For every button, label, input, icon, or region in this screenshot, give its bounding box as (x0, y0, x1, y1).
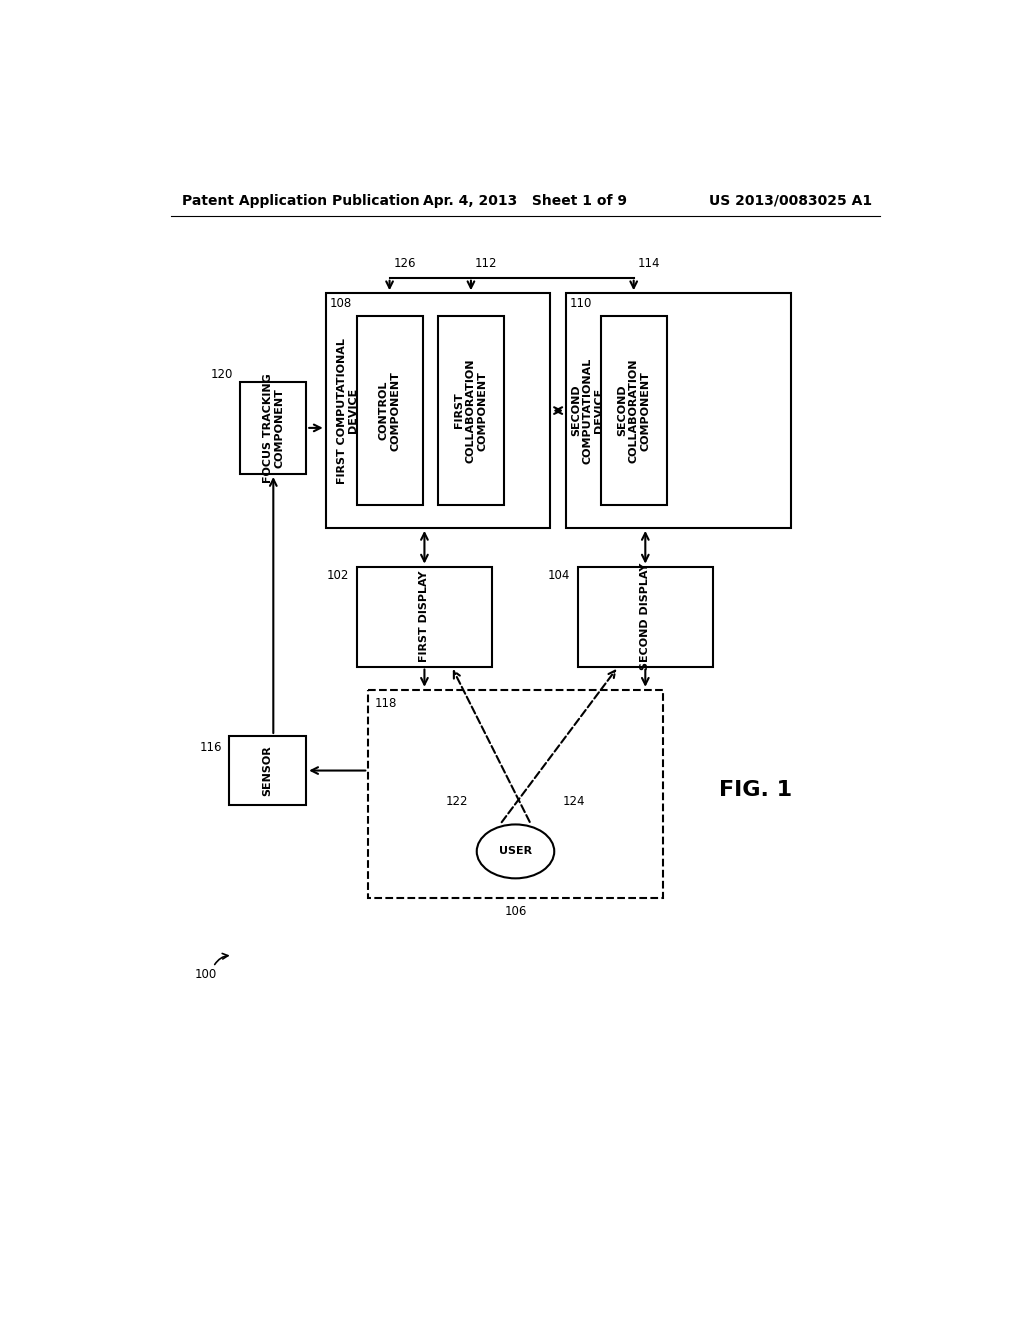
Text: 104: 104 (548, 569, 569, 582)
Text: SENSOR: SENSOR (262, 746, 272, 796)
Text: 110: 110 (569, 297, 592, 310)
Bar (369, 689, 663, 898)
Text: 120: 120 (210, 367, 232, 380)
Text: 118: 118 (375, 697, 397, 710)
Text: 102: 102 (327, 569, 349, 582)
Text: USER: USER (499, 846, 532, 857)
Text: FIRST
COLLABORATION
COMPONENT: FIRST COLLABORATION COMPONENT (455, 358, 487, 463)
Text: 108: 108 (330, 297, 352, 310)
Text: FIG. 1: FIG. 1 (719, 780, 793, 800)
Text: 126: 126 (393, 257, 416, 271)
Text: CONTROL
COMPONENT: CONTROL COMPONENT (379, 371, 400, 450)
Text: 122: 122 (446, 795, 469, 808)
Text: 124: 124 (562, 795, 585, 808)
Bar (228, 737, 306, 805)
Bar (578, 566, 713, 667)
Bar (326, 293, 550, 528)
Bar (356, 566, 493, 667)
Ellipse shape (477, 825, 554, 878)
Text: 112: 112 (475, 257, 498, 271)
Bar (356, 317, 423, 506)
Text: SECOND
COLLABORATION
COMPONENT: SECOND COLLABORATION COMPONENT (617, 358, 650, 463)
Text: 114: 114 (638, 257, 660, 271)
Text: Patent Application Publication: Patent Application Publication (182, 194, 420, 207)
Text: 100: 100 (195, 968, 217, 981)
Text: US 2013/0083025 A1: US 2013/0083025 A1 (709, 194, 872, 207)
Text: Apr. 4, 2013   Sheet 1 of 9: Apr. 4, 2013 Sheet 1 of 9 (423, 194, 627, 207)
Bar (566, 293, 791, 528)
Text: 106: 106 (504, 906, 526, 917)
Text: FIRST DISPLAY: FIRST DISPLAY (420, 570, 429, 663)
Bar (241, 381, 306, 474)
Bar (438, 317, 504, 506)
Text: FOCUS TRACKING
COMPONENT: FOCUS TRACKING COMPONENT (262, 374, 284, 483)
Text: 116: 116 (200, 741, 222, 754)
Text: SECOND
COMPUTATIONAL
DEVICE: SECOND COMPUTATIONAL DEVICE (571, 358, 604, 463)
Text: FIRST COMPUTATIONAL
DEVICE: FIRST COMPUTATIONAL DEVICE (337, 338, 358, 483)
Bar (601, 317, 667, 506)
Text: SECOND DISPLAY: SECOND DISPLAY (640, 562, 650, 671)
